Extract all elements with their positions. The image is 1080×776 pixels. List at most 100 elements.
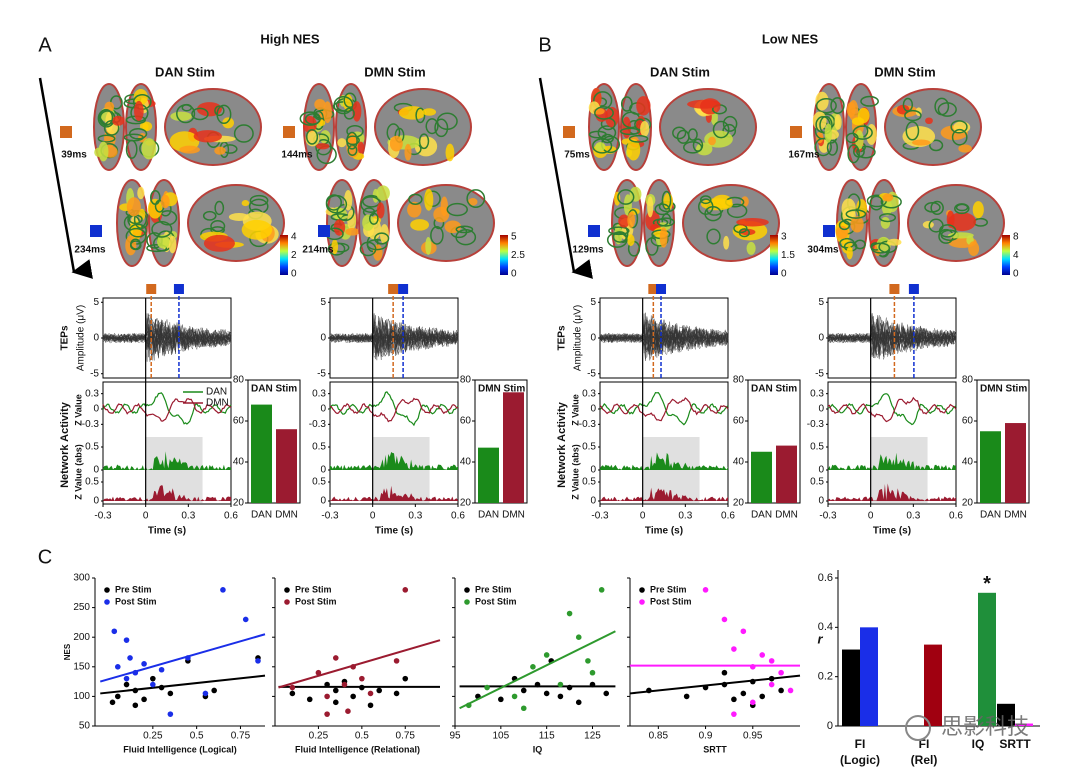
point	[376, 687, 383, 694]
point	[167, 690, 174, 697]
fit-line	[629, 674, 801, 695]
legend-dot	[284, 599, 290, 605]
point	[721, 669, 728, 676]
fit-line	[278, 639, 441, 689]
label: -0.3	[819, 511, 837, 522]
label: DAN Stim	[155, 64, 215, 79]
axis-label: Amplitude (μV)	[76, 305, 87, 371]
label: 0.5	[810, 442, 824, 453]
label: DAN	[206, 387, 227, 398]
abs-area	[103, 485, 231, 501]
activation	[736, 218, 769, 227]
point	[749, 699, 756, 706]
label: DAN	[751, 510, 772, 521]
label: 129ms	[572, 245, 604, 256]
network-outline	[930, 200, 944, 215]
network-outline	[249, 194, 269, 207]
tep-trace	[102, 323, 232, 349]
point	[111, 628, 118, 635]
label: 0	[370, 511, 376, 522]
label: 0	[291, 269, 297, 280]
label: 2.5	[511, 250, 525, 261]
z-trace	[827, 396, 957, 423]
net-frame	[102, 381, 232, 505]
network-outline	[446, 202, 468, 217]
bar-frame	[747, 379, 801, 504]
point	[484, 684, 490, 691]
activation	[882, 193, 894, 202]
point	[402, 675, 409, 682]
network-outline	[150, 190, 161, 206]
tep-trace	[827, 321, 957, 354]
label: 50	[79, 721, 91, 732]
bar	[978, 592, 996, 726]
network-outline	[854, 239, 866, 250]
point	[132, 702, 139, 709]
label: 8	[1013, 232, 1019, 243]
label: DAN Stim	[751, 384, 797, 395]
point	[109, 699, 116, 706]
label: Pre Stim	[295, 584, 332, 594]
label: 0.3	[810, 388, 824, 399]
arrow	[538, 77, 593, 279]
point	[332, 699, 339, 706]
label: 0.3	[181, 511, 195, 522]
label: 0.3	[906, 511, 920, 522]
tep-trace	[329, 322, 459, 354]
label: 40	[233, 457, 245, 468]
label: DAN	[251, 510, 272, 521]
activation	[848, 99, 859, 121]
label: 0	[590, 465, 596, 476]
network-outline	[425, 118, 439, 135]
label: -0.3	[579, 419, 597, 430]
label: 80	[733, 375, 745, 386]
point	[740, 690, 747, 697]
network-outline	[704, 206, 722, 222]
activation	[170, 111, 192, 121]
label: r	[817, 631, 823, 646]
label: 0	[781, 269, 787, 280]
activation	[376, 202, 385, 219]
label: 5	[320, 297, 326, 308]
activation	[708, 136, 716, 146]
label: DAN Stim	[251, 384, 297, 395]
point	[332, 655, 339, 661]
activation	[948, 212, 977, 232]
latency-marker	[908, 284, 919, 294]
activation	[622, 116, 631, 139]
legend-dot	[464, 599, 470, 605]
network-outline	[860, 95, 879, 107]
latency-marker	[648, 284, 659, 294]
network-outline	[594, 106, 614, 120]
activation	[618, 214, 630, 228]
activation	[629, 186, 642, 202]
activation	[315, 143, 330, 150]
network-outline	[346, 131, 358, 150]
label: 115	[539, 731, 555, 742]
network-outline	[362, 194, 381, 208]
network-outline	[606, 232, 628, 248]
label: 60	[962, 416, 974, 427]
point	[242, 616, 249, 623]
activation	[824, 123, 833, 143]
label: 40	[962, 457, 974, 468]
activation	[887, 238, 902, 246]
point	[759, 693, 766, 700]
point	[393, 658, 400, 664]
label: Post Stim	[115, 596, 157, 606]
network-outline	[826, 139, 839, 156]
label: -0.3	[82, 419, 100, 430]
network-outline	[904, 109, 922, 122]
label: 80	[233, 375, 245, 386]
tep-trace	[329, 321, 459, 349]
bar	[997, 703, 1015, 726]
point	[543, 652, 550, 658]
label: -5	[317, 368, 326, 379]
label: 0.25	[309, 731, 329, 742]
network-outline	[325, 194, 348, 214]
network-outline	[847, 144, 860, 164]
label: 0	[590, 333, 596, 344]
axis-label: TEPs	[557, 325, 568, 350]
late-marker	[318, 225, 330, 237]
activation	[627, 234, 635, 247]
